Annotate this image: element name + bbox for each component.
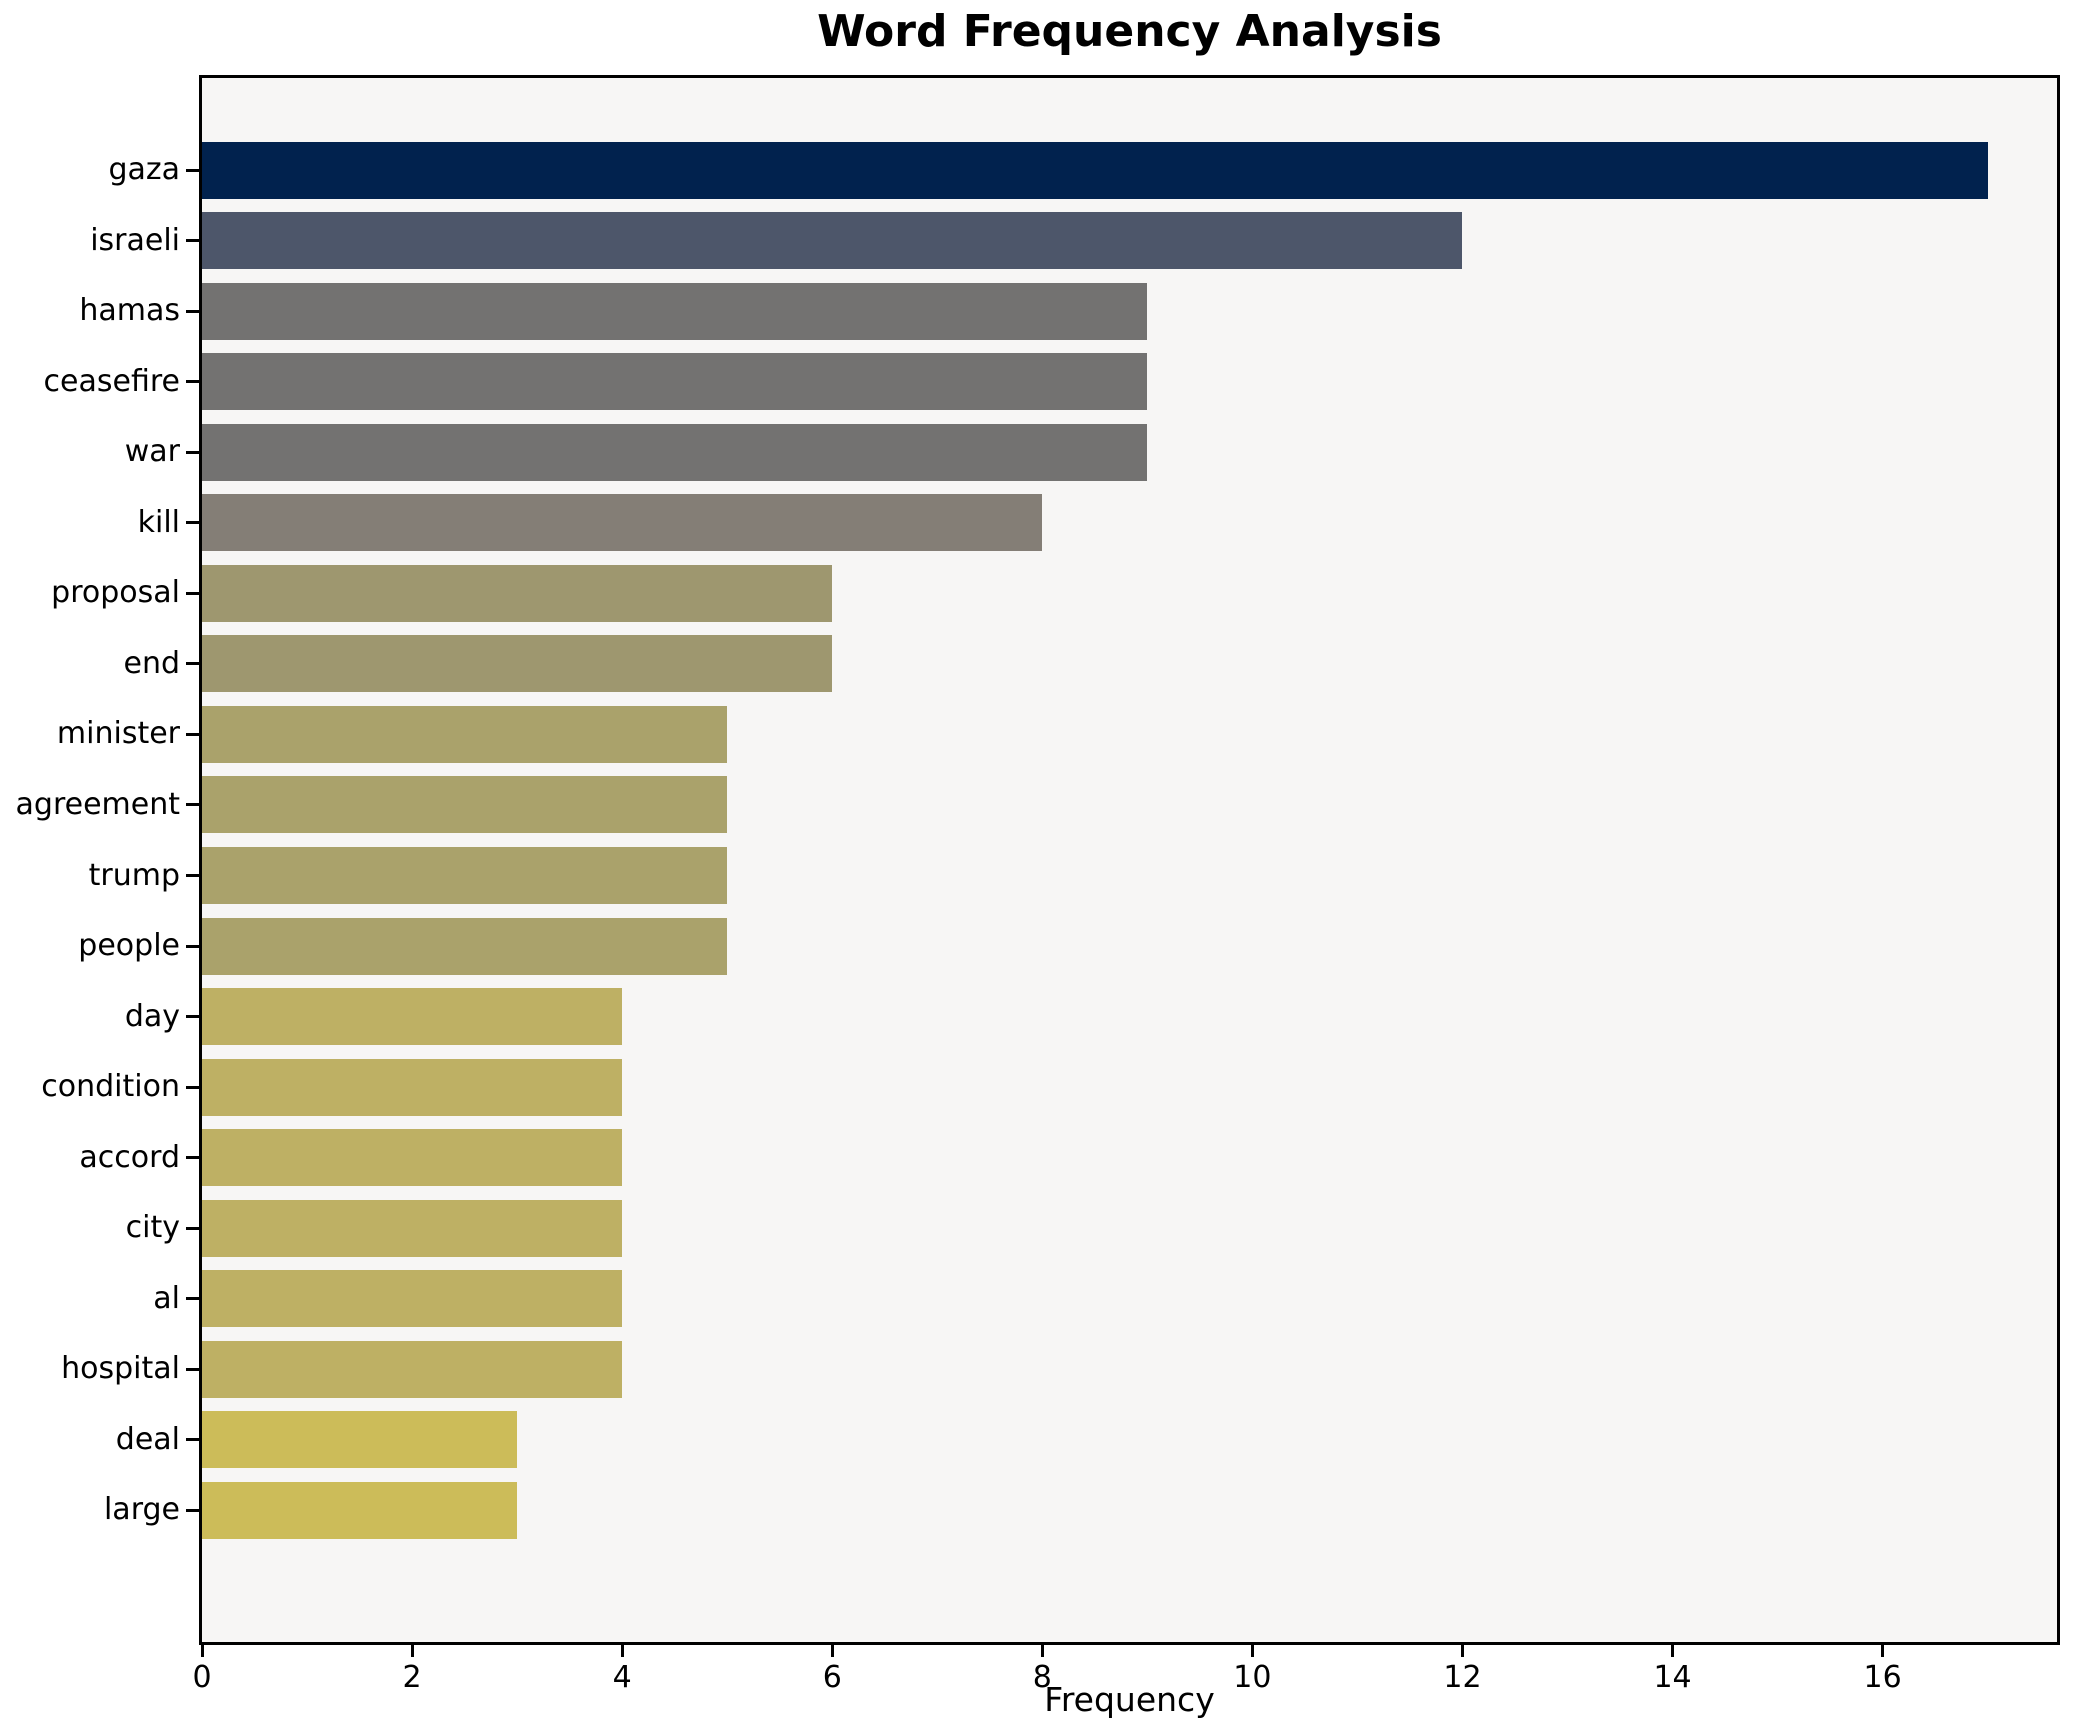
x-tick-label-0: 0 [192,1660,212,1695]
y-tick-label-day: day [124,998,180,1034]
x-tick-label-2: 2 [402,1660,422,1695]
x-tick-mark-16 [1881,1645,1885,1657]
x-tick-mark-6 [830,1645,834,1657]
y-tick-label-city: city [125,1210,180,1246]
y-tick-label-agreement: agreement [15,786,180,822]
y-tick-label-proposal: proposal [51,575,180,611]
y-tick-mark-accord [186,1156,199,1160]
y-tick-mark-ceasefire [186,380,199,384]
x-tick-mark-10 [1250,1645,1254,1657]
x-tick-mark-4 [620,1645,624,1657]
y-tick-mark-end [186,662,199,666]
y-tick-mark-city [186,1226,199,1230]
bar-trump [202,847,728,904]
x-tick-mark-12 [1460,1645,1464,1657]
y-tick-label-ceasefire: ceasefire [43,363,180,399]
bar-war [202,423,1148,481]
y-tick-label-hospital: hospital [61,1351,180,1387]
y-tick-mark-trump [186,874,199,877]
bar-deal [202,1411,518,1469]
x-tick-label-10: 10 [1233,1660,1272,1695]
x-tick-mark-8 [1040,1645,1044,1657]
y-tick-label-kill: kill [137,504,180,540]
y-tick-mark-large [186,1508,199,1512]
y-tick-mark-minister [186,732,199,736]
y-tick-mark-condition [186,1085,199,1089]
y-tick-mark-gaza [186,168,199,172]
y-tick-label-israeli: israeli [90,222,180,258]
y-tick-label-large: large [103,1492,180,1528]
bar-condition [202,1058,623,1116]
x-tick-mark-14 [1671,1645,1675,1657]
x-tick-label-14: 14 [1653,1660,1692,1695]
y-tick-label-al: al [153,1280,180,1316]
bar-proposal [202,564,833,622]
y-tick-label-accord: accord [79,1139,180,1175]
y-tick-mark-hospital [186,1367,199,1371]
y-tick-label-people: people [78,928,180,964]
y-tick-mark-people [186,944,199,948]
bar-ceasefire [202,353,1148,411]
bar-hamas [202,282,1148,340]
plot-area [199,75,2060,1645]
y-tick-label-deal: deal [115,1421,180,1457]
bar-israeli [202,212,1463,270]
y-tick-label-war: war [124,434,180,470]
bar-minister [202,705,728,763]
y-tick-mark-al [186,1297,199,1301]
bar-al [202,1270,623,1328]
y-tick-label-trump: trump [88,857,180,893]
chart-title: Word Frequency Analysis [817,6,1442,57]
y-tick-label-hamas: hamas [79,293,180,329]
y-tick-mark-hamas [186,309,199,313]
y-tick-mark-kill [186,521,199,525]
x-axis-label: Frequency [1044,1680,1215,1719]
bar-hospital [202,1340,623,1398]
y-tick-label-end: end [123,645,180,681]
x-tick-mark-0 [200,1645,204,1657]
y-tick-mark-day [186,1015,199,1019]
y-tick-mark-war [186,450,199,454]
bar-agreement [202,776,728,834]
y-tick-mark-deal [186,1438,199,1442]
y-tick-label-condition: condition [41,1069,180,1105]
bar-people [202,917,728,975]
y-tick-label-minister: minister [56,716,180,752]
x-tick-label-16: 16 [1863,1660,1902,1695]
bar-accord [202,1129,623,1187]
bar-gaza [202,141,1988,199]
x-tick-mark-2 [410,1645,414,1657]
y-tick-mark-agreement [186,803,199,807]
bar-kill [202,494,1043,552]
y-tick-mark-proposal [186,591,199,595]
x-tick-label-6: 6 [822,1660,842,1695]
bar-day [202,988,623,1046]
bar-large [202,1481,518,1539]
bar-end [202,635,833,693]
y-tick-mark-israeli [186,239,199,243]
x-tick-label-4: 4 [612,1660,632,1695]
x-tick-label-12: 12 [1443,1660,1482,1695]
y-tick-label-gaza: gaza [108,152,180,187]
x-tick-label-8: 8 [1032,1660,1052,1695]
bar-city [202,1199,623,1257]
